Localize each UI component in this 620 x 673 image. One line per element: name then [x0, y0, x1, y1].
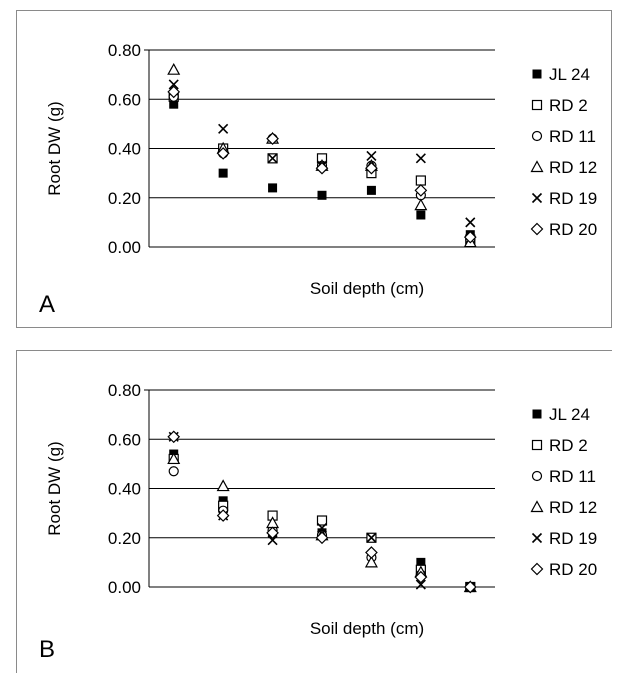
data-point-rd-19 — [267, 535, 278, 546]
y-tick-label: 0.20 — [108, 529, 141, 548]
data-point-rd-20 — [414, 570, 428, 584]
legend-label: RD 11 — [549, 127, 596, 146]
data-point-rd-19 — [218, 123, 229, 134]
legend-marker-rd-12 — [530, 160, 544, 173]
data-point-rd-20 — [266, 132, 279, 145]
y-tick-label: 0.80 — [108, 41, 141, 60]
data-point-rd-20 — [315, 161, 329, 175]
legend-label: RD 2 — [549, 436, 588, 455]
legend-label: RD 20 — [549, 220, 597, 239]
y-axis-label: Root DW (g) — [45, 101, 64, 195]
data-point-rd-20 — [266, 526, 279, 540]
y-tick-label: 0.60 — [108, 430, 141, 449]
data-point-jl-24 — [366, 185, 376, 195]
data-point-rd-19 — [366, 150, 377, 161]
legend-marker-rd-20 — [530, 562, 544, 576]
data-point-rd-2 — [316, 515, 328, 526]
panel-label-b: B — [39, 636, 56, 663]
y-tick-label: 0.40 — [108, 480, 141, 499]
legend-marker-rd-19 — [531, 192, 543, 204]
data-point-rd-20 — [463, 230, 477, 244]
chart-panel-a: 0.00 0.20 0.40 0.60 0.80 Root DW (g) Soil dept… — [16, 10, 612, 328]
data-points — [167, 62, 477, 248]
data-point-rd-20 — [216, 509, 230, 522]
data-point-rd-19 — [366, 532, 377, 543]
legend-label: RD 11 — [549, 467, 596, 486]
data-point-rd-20 — [365, 546, 378, 559]
legend-marker-jl-24 — [532, 409, 542, 419]
data-point-jl-24 — [317, 190, 327, 200]
y-tick-label: 0.80 — [108, 381, 141, 400]
x-axis-label: Soil depth (cm) — [310, 279, 424, 298]
data-point-jl-24 — [218, 168, 228, 178]
chart-panel-b: 0.00 0.20 0.40 0.60 0.80 Root DW (g) Soil dept… — [16, 350, 612, 673]
data-points — [167, 430, 477, 594]
legend-marker-rd-2 — [531, 99, 543, 111]
data-point-jl-24 — [416, 557, 426, 567]
data-point-rd-12 — [167, 62, 181, 75]
legend-label: RD 2 — [549, 96, 588, 115]
panel-label-a: A — [39, 291, 56, 318]
legend-marker-rd-2 — [531, 439, 543, 451]
legend: JL 24 RD 2 RD 11 RD 12 RD 19 RD 20 — [530, 65, 597, 239]
data-point-rd-20 — [414, 184, 428, 197]
data-point-rd-12 — [167, 452, 181, 465]
data-point-jl-24 — [169, 99, 179, 109]
data-point-rd-20 — [365, 161, 378, 175]
data-point-rd-20 — [216, 147, 230, 160]
chart-a-svg: 0.00 0.20 0.40 0.60 0.80 Root DW (g) Soil dept… — [45, 41, 597, 298]
legend-label: RD 12 — [549, 158, 597, 177]
y-axis-label: Root DW (g) — [45, 441, 64, 535]
data-point-rd-12 — [414, 198, 428, 211]
legend-label: JL 24 — [549, 65, 590, 84]
data-point-rd-19 — [168, 79, 179, 90]
data-point-rd-19 — [267, 153, 278, 164]
y-tick-label: 0.00 — [108, 578, 141, 597]
legend-label: RD 12 — [549, 498, 597, 517]
y-tick-label: 0.60 — [108, 90, 141, 109]
data-point-jl-24 — [268, 183, 278, 193]
data-point-rd-2 — [415, 175, 426, 186]
data-point-rd-12 — [364, 555, 378, 568]
legend-label: JL 24 — [549, 405, 590, 424]
data-point-rd-11 — [168, 466, 179, 477]
data-point-rd-19 — [415, 153, 426, 164]
legend-label: RD 19 — [549, 529, 597, 548]
data-point-rd-20 — [167, 430, 181, 444]
legend-marker-rd-11 — [531, 470, 543, 482]
y-tick-label: 0.00 — [108, 238, 141, 257]
legend-label: RD 19 — [549, 189, 597, 208]
y-tick-label: 0.40 — [108, 140, 141, 159]
y-tick-label: 0.20 — [108, 189, 141, 208]
data-point-jl-24 — [416, 210, 426, 220]
data-point-rd-19 — [465, 217, 476, 228]
legend-marker-rd-12 — [530, 500, 544, 513]
data-point-rd-19 — [316, 522, 328, 533]
data-point-rd-20 — [167, 85, 181, 99]
legend-marker-rd-19 — [531, 532, 543, 544]
data-point-rd-20 — [315, 531, 329, 545]
legend-marker-rd-11 — [531, 130, 543, 142]
legend-marker-jl-24 — [532, 69, 542, 79]
legend: JL 24 RD 2 RD 11 RD 12 RD 19 RD 20 — [530, 405, 597, 579]
data-point-rd-20 — [463, 580, 477, 594]
legend-marker-rd-20 — [530, 222, 544, 236]
legend-label: RD 20 — [549, 560, 597, 579]
x-axis-label: Soil depth (cm) — [310, 619, 424, 638]
data-point-rd-19 — [415, 579, 426, 590]
data-point-rd-12 — [216, 479, 230, 492]
chart-b-svg: 0.00 0.20 0.40 0.60 0.80 Root DW (g) Soil dept… — [45, 381, 597, 638]
